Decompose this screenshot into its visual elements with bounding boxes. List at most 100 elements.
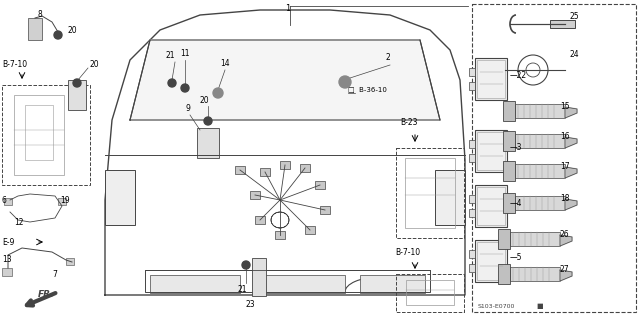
Bar [145, 270, 430, 292]
Text: 14: 14 [220, 59, 230, 68]
Bar [235, 166, 245, 174]
Bar [28, 18, 42, 40]
Bar [550, 20, 575, 28]
Bar [503, 193, 515, 213]
Text: 18: 18 [560, 194, 570, 203]
Text: 8: 8 [38, 10, 43, 19]
Bar [105, 170, 135, 225]
Bar [305, 226, 315, 234]
Polygon shape [130, 40, 440, 120]
Bar [252, 258, 266, 296]
Circle shape [204, 117, 212, 125]
Bar [406, 280, 454, 305]
Text: —4: —4 [510, 198, 522, 207]
Text: —5: —5 [510, 254, 522, 263]
Polygon shape [565, 199, 577, 210]
Circle shape [54, 31, 62, 39]
Text: 2: 2 [385, 53, 390, 62]
Bar [320, 206, 330, 214]
Bar [396, 274, 464, 312]
Text: 25: 25 [570, 12, 580, 21]
Text: 6: 6 [2, 196, 7, 205]
Text: 21: 21 [165, 51, 175, 60]
Bar [503, 161, 515, 181]
Bar [250, 191, 260, 199]
Text: ■: ■ [536, 303, 543, 309]
Bar [255, 216, 265, 224]
Text: B-7-10: B-7-10 [395, 248, 420, 257]
Circle shape [213, 88, 223, 98]
Text: 20: 20 [90, 60, 100, 69]
Polygon shape [565, 107, 577, 118]
Bar [360, 275, 425, 293]
Text: B-23: B-23 [400, 118, 417, 127]
Bar [515, 196, 565, 210]
Bar [515, 164, 565, 178]
Text: 27: 27 [560, 265, 570, 274]
Bar [4, 198, 12, 205]
Bar [275, 231, 285, 239]
Text: 16: 16 [560, 132, 570, 141]
Text: 1: 1 [285, 4, 291, 13]
Polygon shape [565, 167, 577, 178]
Text: 26: 26 [560, 230, 570, 239]
Bar [300, 164, 310, 172]
Bar [68, 80, 86, 110]
Polygon shape [560, 235, 572, 246]
Bar [255, 275, 345, 293]
Text: 12: 12 [14, 218, 24, 227]
Bar [477, 187, 505, 225]
Bar [510, 232, 560, 246]
Text: 20: 20 [68, 26, 77, 35]
Bar [503, 131, 515, 151]
Bar [150, 275, 240, 293]
Bar [469, 140, 475, 148]
Polygon shape [560, 270, 572, 281]
Bar [469, 250, 475, 258]
Text: 7: 7 [52, 270, 57, 279]
Bar [469, 195, 475, 203]
Bar [197, 128, 219, 158]
Text: FR.: FR. [38, 290, 54, 299]
Text: 20: 20 [200, 96, 210, 105]
Bar [469, 68, 475, 76]
Bar [25, 105, 53, 160]
Text: 19: 19 [60, 196, 70, 205]
Text: 15: 15 [560, 102, 570, 111]
Bar [315, 181, 325, 189]
Circle shape [181, 84, 189, 92]
Bar [435, 170, 465, 225]
Circle shape [168, 79, 176, 87]
Text: S103-E0700: S103-E0700 [478, 304, 515, 309]
Text: 11: 11 [180, 49, 189, 58]
Bar [515, 104, 565, 118]
Text: E-9: E-9 [2, 238, 14, 247]
Text: —22: —22 [510, 71, 527, 80]
Text: □  B-36-10: □ B-36-10 [348, 86, 387, 92]
Text: 21: 21 [237, 285, 246, 294]
Polygon shape [565, 137, 577, 148]
Bar [2, 85, 90, 185]
Bar [58, 198, 66, 205]
Circle shape [339, 76, 351, 88]
Text: 23: 23 [245, 300, 255, 309]
Bar [66, 258, 74, 265]
Bar [396, 148, 464, 238]
Text: 17: 17 [560, 162, 570, 171]
Bar [477, 132, 505, 170]
Bar [510, 267, 560, 281]
Bar [515, 134, 565, 148]
Text: B-7-10: B-7-10 [2, 60, 27, 69]
Text: 9: 9 [185, 104, 190, 113]
Bar [498, 229, 510, 249]
Text: 24: 24 [570, 50, 580, 59]
Bar [475, 130, 507, 172]
Text: 13: 13 [2, 255, 12, 264]
Circle shape [73, 79, 81, 87]
Bar [14, 95, 64, 175]
Bar [477, 60, 505, 98]
Bar [405, 158, 455, 228]
Bar [469, 82, 475, 90]
Bar [477, 242, 505, 280]
Bar [475, 58, 507, 100]
